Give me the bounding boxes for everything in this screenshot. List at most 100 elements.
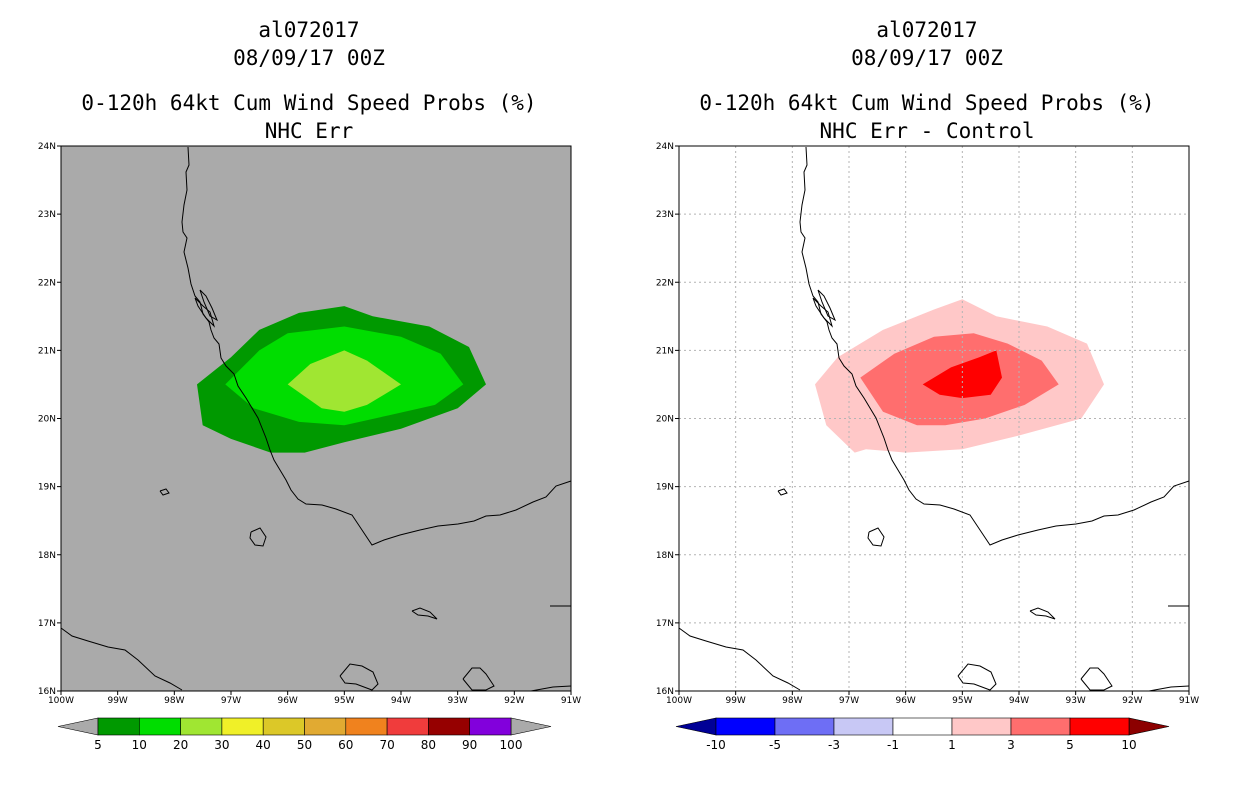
y-tick-label: 17N bbox=[656, 619, 674, 629]
chart-subtitle: NHC Err bbox=[264, 119, 354, 143]
storm-id: al072017 bbox=[258, 18, 360, 42]
x-tick-label: 94W bbox=[1009, 696, 1029, 706]
coastline bbox=[530, 685, 572, 692]
colorbar-label: -10 bbox=[706, 738, 726, 752]
colorbar-label: 80 bbox=[421, 738, 436, 752]
y-tick-label: 24N bbox=[656, 142, 674, 152]
colorbar-label: 5 bbox=[94, 738, 102, 752]
island bbox=[957, 663, 997, 691]
y-tick-label: 16N bbox=[38, 687, 56, 697]
chart-title: 0-120h 64kt Cum Wind Speed Probs (%) bbox=[81, 91, 537, 115]
y-tick-label: 23N bbox=[656, 210, 674, 220]
left-panel: al072017 08/09/17 00Z 0-120h 64kt Cum Wi… bbox=[38, 18, 581, 752]
colorbar-swatch bbox=[1069, 717, 1130, 736]
colorbar-label: 60 bbox=[338, 738, 353, 752]
right-chart: 100W 99W 98W 97W 96W 95W 94W 93W 92W 91W 16N 17N 18N… bbox=[656, 142, 1199, 752]
x-tick-label: 98W bbox=[782, 696, 802, 706]
y-tick-label: 20N bbox=[656, 415, 674, 425]
x-tick-label: 99W bbox=[107, 696, 127, 706]
y-tick-label: 18N bbox=[656, 551, 674, 561]
contour-5-10 bbox=[922, 350, 1002, 399]
contour-20-30 bbox=[287, 350, 401, 412]
x-tick-label: 91W bbox=[1179, 696, 1199, 706]
x-tick-label: 96W bbox=[895, 696, 915, 706]
island bbox=[1080, 667, 1113, 691]
x-tick-label: 96W bbox=[277, 696, 297, 706]
y-tick-label: 16N bbox=[656, 687, 674, 697]
colorbar-swatch bbox=[951, 717, 1012, 736]
left-chart: 100W 99W 98W 97W 96W 95W 94W 93W 92W 91W 16N 17N 18N… bbox=[38, 142, 581, 752]
x-tick-label: 99W bbox=[725, 696, 745, 706]
colorbar-swatch bbox=[180, 717, 223, 736]
colorbar-label: 70 bbox=[379, 738, 394, 752]
colorbar-label: 10 bbox=[1121, 738, 1136, 752]
island bbox=[817, 289, 837, 322]
chart-subtitle: NHC Err - Control bbox=[819, 119, 1035, 143]
colorbar-label: 1 bbox=[948, 738, 956, 752]
coastline bbox=[799, 146, 1190, 546]
coastline bbox=[60, 627, 183, 691]
colorbar-swatch bbox=[774, 717, 835, 736]
island bbox=[462, 667, 495, 691]
colorbar-swatch bbox=[386, 717, 429, 736]
x-tick-label: 100W bbox=[666, 696, 692, 706]
island bbox=[159, 488, 170, 496]
island bbox=[1029, 607, 1056, 620]
x-tick-label: 97W bbox=[839, 696, 859, 706]
forecast-date: 08/09/17 00Z bbox=[851, 46, 1003, 70]
island bbox=[199, 289, 219, 322]
y-tick-label: 19N bbox=[38, 483, 56, 493]
colorbar-swatch bbox=[304, 717, 347, 736]
colorbar-end-high bbox=[510, 717, 552, 736]
x-tick-label: 95W bbox=[952, 696, 972, 706]
y-tick-label: 24N bbox=[38, 142, 56, 152]
colorbar-label: 5 bbox=[1066, 738, 1074, 752]
y-tick-label: 21N bbox=[38, 346, 56, 356]
colorbar-label: 50 bbox=[297, 738, 312, 752]
island bbox=[777, 488, 788, 496]
y-tick-label: 22N bbox=[656, 278, 674, 288]
y-tick-label: 19N bbox=[656, 483, 674, 493]
colorbar-label: 20 bbox=[173, 738, 188, 752]
y-tick-label: 20N bbox=[38, 415, 56, 425]
x-tick-label: 94W bbox=[391, 696, 411, 706]
chart-title: 0-120h 64kt Cum Wind Speed Probs (%) bbox=[699, 91, 1155, 115]
colorbar-label: 10 bbox=[132, 738, 147, 752]
colorbar-swatch bbox=[97, 717, 140, 736]
x-tick-label: 92W bbox=[1122, 696, 1142, 706]
x-tick-label: 93W bbox=[447, 696, 467, 706]
colorbar-label: 40 bbox=[256, 738, 271, 752]
colorbar-swatch bbox=[262, 717, 305, 736]
x-tick-label: 92W bbox=[504, 696, 524, 706]
island bbox=[867, 527, 885, 547]
colorbar-label: -5 bbox=[769, 738, 781, 752]
colorbar-swatch bbox=[469, 717, 512, 736]
colorbar-swatch bbox=[892, 717, 953, 736]
forecast-date: 08/09/17 00Z bbox=[233, 46, 385, 70]
coastline bbox=[181, 146, 572, 546]
colorbar-swatch bbox=[833, 717, 894, 736]
y-tick-label: 17N bbox=[38, 619, 56, 629]
right-panel: al072017 08/09/17 00Z 0-120h 64kt Cum Wi… bbox=[618, 0, 1236, 800]
storm-id: al072017 bbox=[876, 18, 978, 42]
island bbox=[339, 663, 379, 691]
x-tick-label: 97W bbox=[221, 696, 241, 706]
colorbar-label: 90 bbox=[462, 738, 477, 752]
colorbar-end-low bbox=[675, 717, 717, 736]
x-tick-label: 95W bbox=[334, 696, 354, 706]
coastline bbox=[1148, 685, 1190, 692]
y-tick-label: 18N bbox=[38, 551, 56, 561]
x-tick-label: 93W bbox=[1065, 696, 1085, 706]
y-tick-label: 23N bbox=[38, 210, 56, 220]
colorbar-end-high bbox=[1128, 717, 1170, 736]
island bbox=[194, 297, 216, 328]
x-tick-label: 91W bbox=[561, 696, 581, 706]
colorbar-end-low bbox=[57, 717, 99, 736]
colorbar-swatch bbox=[221, 717, 264, 736]
colorbar-label: -3 bbox=[828, 738, 840, 752]
colorbar-swatch bbox=[715, 717, 776, 736]
colorbar-label: -1 bbox=[887, 738, 899, 752]
colorbar-swatch bbox=[428, 717, 470, 736]
colorbar-label: 30 bbox=[214, 738, 229, 752]
colorbar-label: 3 bbox=[1007, 738, 1015, 752]
